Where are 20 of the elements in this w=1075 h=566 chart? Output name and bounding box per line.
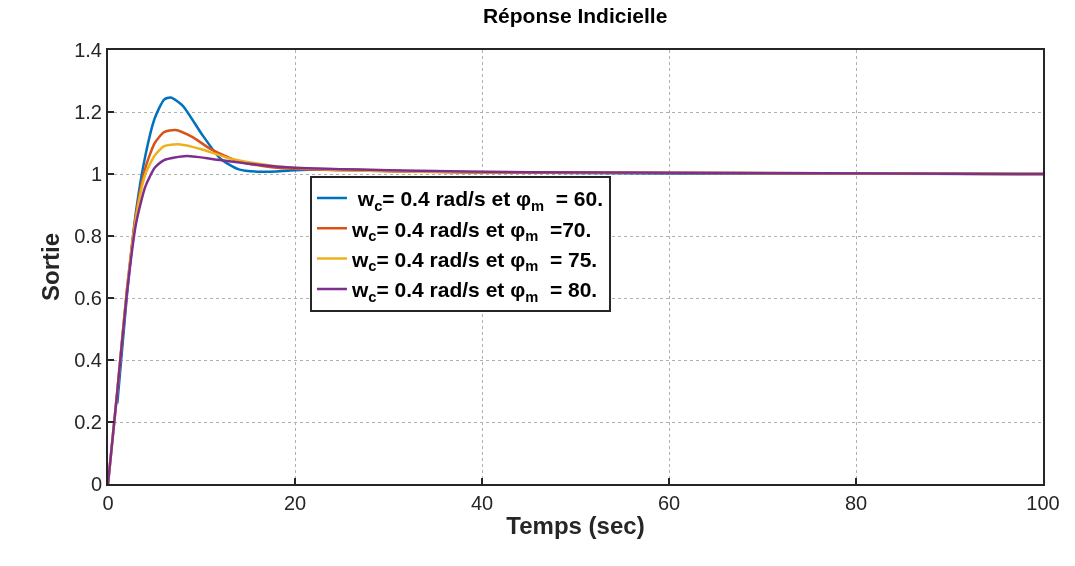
y-tick-label: 1.2 bbox=[74, 101, 102, 123]
y-tick-label: 1 bbox=[90, 163, 102, 185]
legend-label: w$_{c}$= 0.4 rad/s et φ$_{m}$ = 75. bbox=[350, 247, 598, 275]
legend-label: w$_{c}$= 0.4 rad/s et φ$_{m}$ = 60. bbox=[351, 187, 604, 214]
x-tick-label: 80 bbox=[844, 492, 868, 514]
legend-label: w$_{c}$= 0.4 rad/s et φ$_{m}$ =70. bbox=[350, 217, 592, 244]
x-tick-label: 40 bbox=[470, 492, 494, 514]
legend-label: w$_{c}$= 0.4 rad/s et φ$_{m}$ = 80. bbox=[350, 278, 598, 305]
x-tick-label: 60 bbox=[657, 492, 681, 514]
y-tick-label: 0.4 bbox=[74, 349, 102, 371]
y-tick-label: 0.6 bbox=[74, 287, 102, 309]
y-tick-label: 0 bbox=[90, 473, 102, 495]
x-tick-label: 20 bbox=[283, 492, 307, 514]
y-axis-title: Sortie bbox=[36, 232, 64, 302]
y-tick-label: 1.4 bbox=[74, 39, 102, 61]
chart-title: Réponse Indicielle bbox=[482, 4, 668, 28]
x-axis-title: Temps (sec) bbox=[506, 511, 645, 539]
x-tick-label: 100 bbox=[1026, 492, 1060, 514]
y-tick-label: 0.8 bbox=[74, 225, 102, 247]
y-tick-label: 0.2 bbox=[74, 411, 102, 433]
